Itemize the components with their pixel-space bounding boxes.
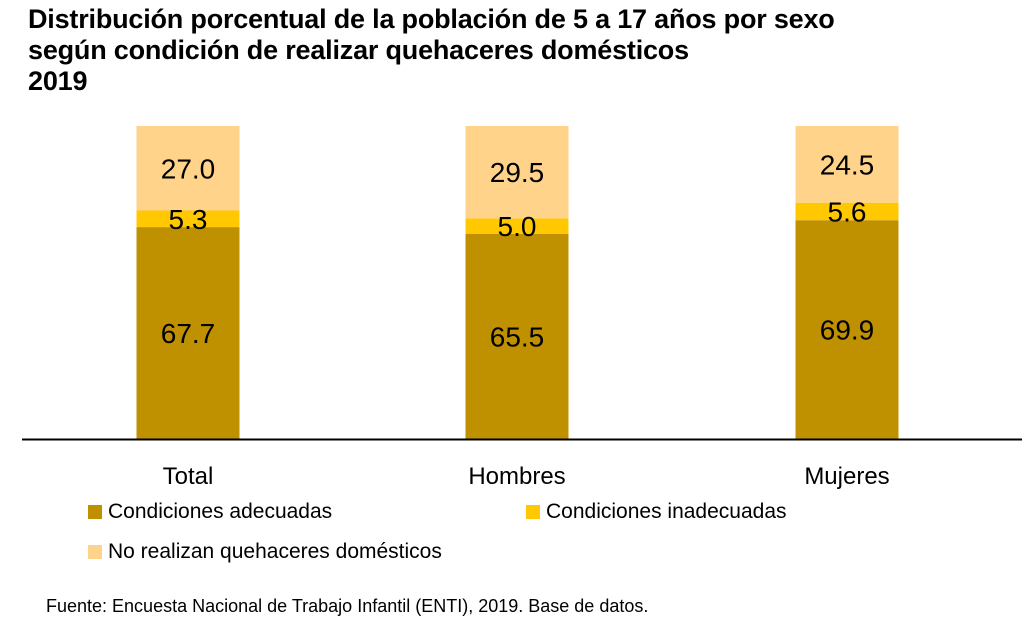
title-line-3: 2019 [28, 66, 88, 96]
legend-label-inadecuadas: Condiciones inadecuadas [546, 500, 787, 523]
x-tick-label-hombres: Hombres [468, 463, 565, 490]
data-label-mujeres-0: 69.9 [820, 315, 875, 346]
legend-item-adecuadas: Condiciones adecuadas [88, 500, 332, 524]
data-label-mujeres-2: 24.5 [820, 149, 875, 180]
bar-segment-mujeres-1 [795, 202, 899, 221]
bar-segment-hombres-0 [465, 233, 569, 439]
legend-label-adecuadas: Condiciones adecuadas [108, 500, 333, 523]
bar-segment-total-2 [136, 126, 240, 211]
bar-segment-total-0 [136, 227, 240, 439]
bar-segment-mujeres-0 [795, 220, 899, 439]
legend-swatch-inadecuadas [526, 505, 540, 519]
data-label-hombres-1: 5.0 [498, 211, 537, 242]
legend-item-inadecuadas: Condiciones inadecuadas [526, 500, 787, 524]
title-line-2: según condición de realizar quehaceres d… [28, 35, 689, 65]
bar-segment-mujeres-2 [795, 126, 899, 203]
legend-swatch-adecuadas [88, 505, 102, 519]
data-label-mujeres-1: 5.6 [828, 196, 867, 227]
data-label-total-0: 67.7 [161, 318, 216, 349]
x-tick-label-mujeres: Mujeres [804, 463, 889, 490]
data-label-total-2: 27.0 [161, 153, 216, 184]
chart-title: Distribución porcentual de la población … [28, 4, 835, 97]
bar-segment-hombres-2 [465, 126, 569, 219]
x-tick-label-total: Total [163, 463, 214, 490]
data-label-hombres-0: 65.5 [490, 321, 545, 352]
bar-segment-total-1 [136, 210, 240, 228]
bar-segment-hombres-1 [465, 218, 569, 234]
legend-swatch-no-realizan [88, 545, 102, 559]
title-line-1: Distribución porcentual de la población … [28, 4, 835, 34]
data-label-total-1: 5.3 [169, 204, 208, 235]
legend-label-no-realizan: No realizan quehaceres domésticos [108, 540, 442, 563]
legend-item-no-realizan: No realizan quehaceres domésticos [88, 540, 442, 564]
data-label-hombres-2: 29.5 [490, 157, 545, 188]
source-note: Fuente: Encuesta Nacional de Trabajo Inf… [46, 596, 649, 616]
